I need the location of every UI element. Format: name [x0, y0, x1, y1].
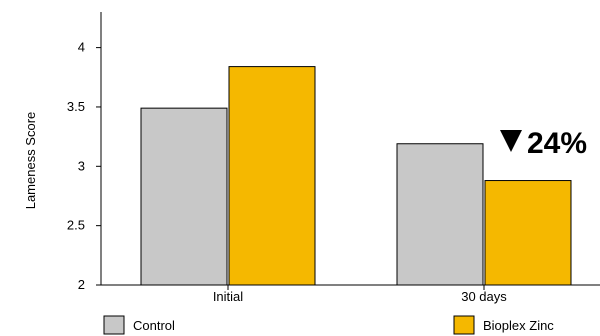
- y-tick-label: 4: [78, 40, 85, 55]
- legend-item: Bioplex Zinc: [453, 315, 554, 335]
- legend-label: Bioplex Zinc: [483, 318, 554, 333]
- bar-bioplex-zinc-0: [228, 66, 316, 286]
- bar-control-1: [396, 143, 484, 286]
- y-tick-label: 3: [78, 158, 85, 173]
- legend: Control Bioplex Zinc: [103, 315, 554, 335]
- legend-label: Control: [133, 318, 175, 333]
- x-tick-label: 30 days: [461, 289, 507, 304]
- labels: 2 2.5 3 3.5 4 Lameness Score Initial 30 days: [23, 40, 507, 304]
- down-triangle-icon: [500, 130, 522, 152]
- x-tick-label: Initial: [213, 289, 243, 304]
- annotation-text: 24%: [527, 127, 587, 160]
- bar-control-0: [140, 107, 228, 286]
- y-tick-label: 2: [78, 277, 85, 292]
- y-axis-title: Lameness Score: [23, 112, 38, 210]
- annotations: 24%: [500, 127, 587, 160]
- bar-bioplex-zinc-1: [484, 180, 572, 286]
- y-tick-label: 2.5: [67, 218, 85, 233]
- legend-swatch: [103, 315, 125, 335]
- legend-swatch: [453, 315, 475, 335]
- y-tick-label: 3.5: [67, 99, 85, 114]
- legend-item: Control: [103, 315, 175, 335]
- bars: [140, 66, 572, 286]
